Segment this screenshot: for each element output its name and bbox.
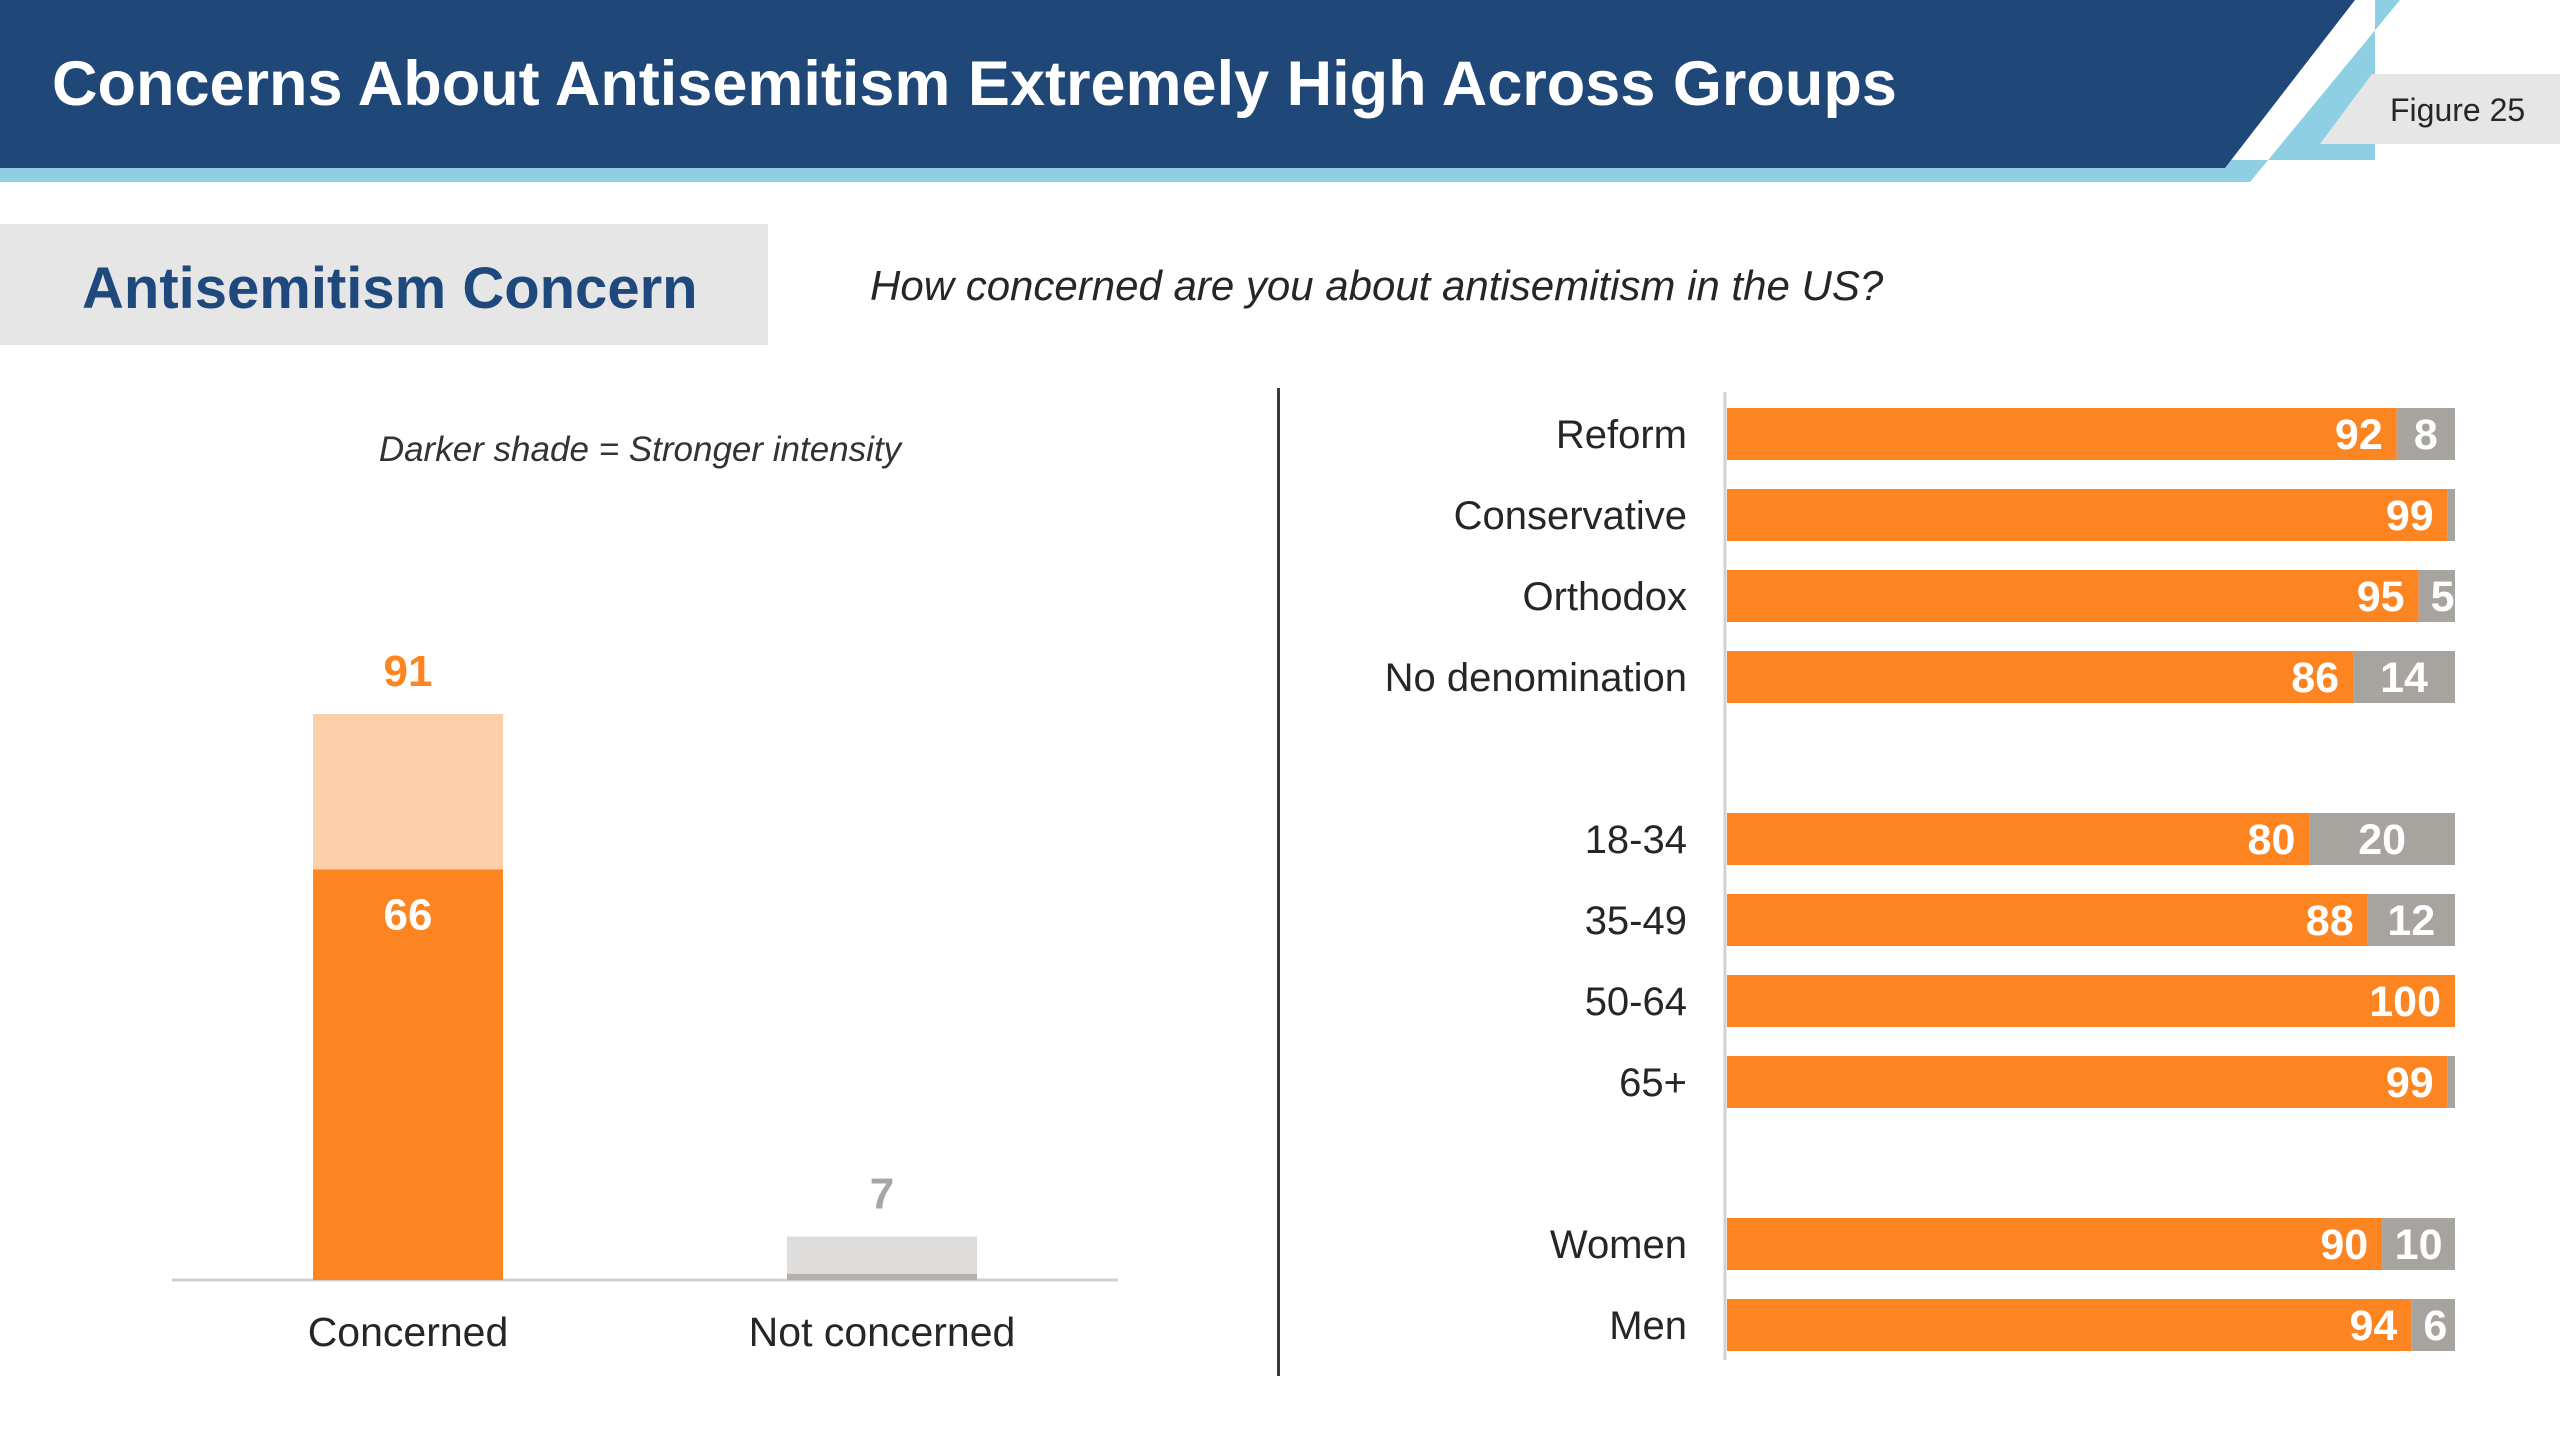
panel-divider [1277, 388, 1280, 1376]
concerned-value-label: 94 [2349, 1302, 2397, 1350]
bar-concerned [1727, 1299, 2412, 1351]
group-label: No denomination [1385, 656, 1687, 700]
group-label: 18-34 [1585, 818, 1687, 862]
bar-concerned-total [313, 713, 503, 870]
concerned-value-label: 95 [2357, 573, 2405, 621]
figure-tab [2320, 74, 2560, 144]
category-label: Not concerned [749, 1309, 1016, 1355]
bar-not-concerned [2418, 570, 2455, 622]
chart-note: Darker shade = Stronger intensity [378, 430, 902, 469]
bar-not-concerned-strong [787, 1273, 977, 1280]
bar-not-concerned-total [787, 1236, 977, 1274]
bar-not-concerned [2447, 489, 2455, 541]
bar-not-concerned [2447, 1056, 2455, 1108]
not-concerned-value-label: 14 [2380, 654, 2428, 702]
page-title: Concerns About Antisemitism Extremely Hi… [52, 49, 1897, 119]
bar-not-concerned [2309, 813, 2455, 865]
not-concerned-value-label: 12 [2387, 897, 2435, 945]
concerned-value-label: 80 [2248, 816, 2296, 864]
header-banner [0, 0, 2560, 182]
concerned-value-label: 90 [2320, 1221, 2368, 1269]
header-navy-band [0, 0, 2355, 168]
group-label: Men [1609, 1304, 1687, 1348]
group-label: 65+ [1619, 1061, 1687, 1105]
group-label: 50-64 [1585, 980, 1687, 1024]
bar-not-concerned [2367, 894, 2455, 946]
bar-concerned [1727, 570, 2419, 622]
section-box [0, 224, 768, 345]
bar-concerned [1727, 894, 2368, 946]
concerned-value-label: 86 [2291, 654, 2339, 702]
bar-concerned [1727, 651, 2354, 703]
bar-concerned [1727, 1218, 2383, 1270]
bar-concerned [1727, 975, 2455, 1027]
concerned-value-label: 92 [2335, 411, 2383, 459]
strong-value-label: 66 [384, 890, 433, 939]
bar-not-concerned [2382, 1218, 2455, 1270]
bar-not-concerned [2396, 408, 2455, 460]
not-concerned-value-label: 5 [2431, 573, 2455, 621]
total-value-label: 91 [384, 647, 433, 696]
not-concerned-value-label: 10 [2395, 1221, 2443, 1269]
group-label: 35-49 [1585, 899, 1687, 943]
concerned-value-label: 99 [2386, 492, 2434, 540]
group-label: Women [1550, 1223, 1687, 1267]
overall-concern-chart: 91 66 Concerned 7 Not concerned [172, 647, 1118, 1355]
concerned-value-label: 88 [2306, 897, 2354, 945]
not-concerned-value-label: 20 [2358, 816, 2406, 864]
bar-not-concerned [2353, 651, 2455, 703]
survey-question: How concerned are you about antisemitism… [870, 262, 1884, 309]
concerned-value-label: 99 [2386, 1059, 2434, 1107]
group-label: Orthodox [1522, 575, 1687, 619]
section-title: Antisemitism Concern [82, 256, 698, 321]
total-value-label: 7 [870, 1169, 894, 1218]
bar-concerned [1727, 489, 2448, 541]
group-label: Reform [1556, 413, 1687, 457]
bar-not-concerned [2411, 1299, 2455, 1351]
bar-concerned [1727, 408, 2397, 460]
not-concerned-value-label: 8 [2414, 411, 2438, 459]
not-concerned-value-label: 6 [2423, 1302, 2447, 1350]
group-label: Conservative [1454, 494, 1687, 538]
bar-concerned [1727, 1056, 2448, 1108]
concerned-value-label: 100 [2369, 978, 2441, 1026]
bar-concerned [1727, 813, 2310, 865]
figure-number: Figure 25 [2390, 92, 2526, 128]
category-label: Concerned [308, 1309, 509, 1355]
bar-concerned-strong [313, 869, 503, 1280]
